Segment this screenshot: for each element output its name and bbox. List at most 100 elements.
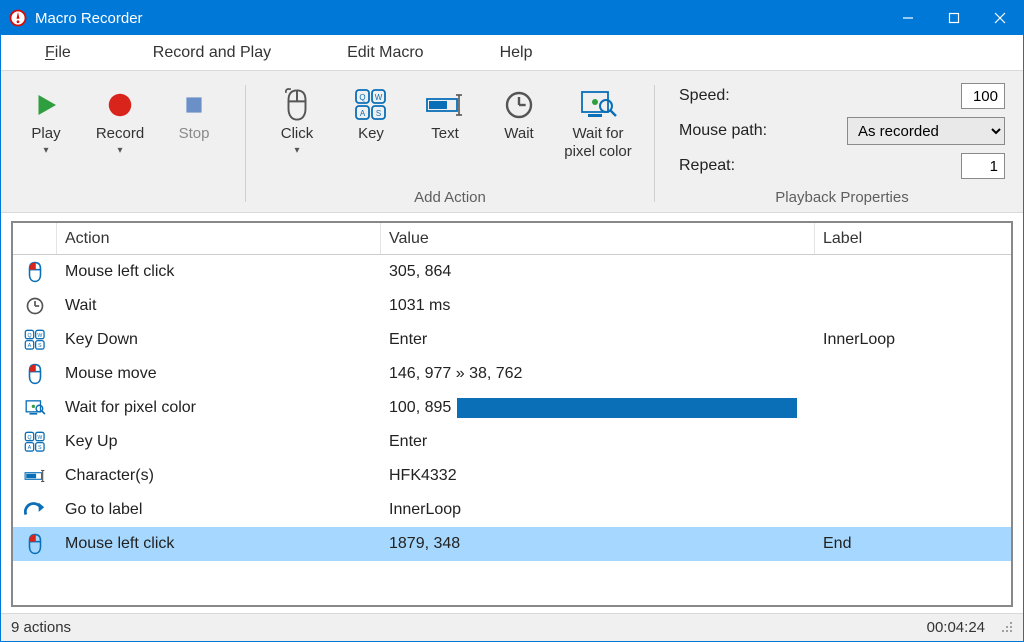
app-window: Macro Recorder File Record and Play Edit… — [0, 0, 1024, 642]
mouse-icon — [13, 363, 57, 385]
status-right: 00:04:24 — [927, 619, 985, 636]
cell-action: Mouse move — [57, 365, 381, 383]
keycaps-icon: QWAS — [13, 431, 57, 453]
svg-text:W: W — [375, 93, 383, 102]
table-row[interactable]: QWAS Key DownEnterInnerLoop — [13, 323, 1011, 357]
play-button[interactable]: Play ▾ — [9, 83, 83, 156]
menu-file[interactable]: File — [1, 35, 115, 70]
mouse-path-select[interactable]: As recorded — [847, 117, 1005, 145]
svg-text:S: S — [38, 445, 42, 451]
repeat-input[interactable] — [961, 153, 1005, 179]
wait-label: Wait — [504, 125, 533, 143]
svg-text:S: S — [376, 109, 381, 118]
wait-button[interactable]: Wait ▾ — [482, 83, 556, 156]
stop-button[interactable]: Stop ▾ — [157, 83, 231, 156]
app-title: Macro Recorder — [35, 10, 143, 27]
table-row[interactable]: Wait1031 ms — [13, 289, 1011, 323]
speed-input[interactable] — [961, 83, 1005, 109]
text-button[interactable]: Text ▾ — [408, 83, 482, 156]
svg-text:A: A — [28, 343, 32, 349]
cell-value: 1031 ms — [381, 297, 815, 315]
table-row[interactable]: Mouse move146, 977 » 38, 762 — [13, 357, 1011, 391]
cell-action: Go to label — [57, 501, 381, 519]
action-table-wrap: Action Value Label Mouse left click305, … — [1, 213, 1023, 613]
record-button[interactable]: Record ▾ — [83, 83, 157, 156]
clock-icon — [13, 295, 57, 317]
cell-action: Wait — [57, 297, 381, 315]
cell-action: Key Up — [57, 433, 381, 451]
menu-edit-macro[interactable]: Edit Macro — [309, 35, 461, 70]
ribbon-separator — [654, 85, 655, 202]
cell-value: 100, 895 — [381, 398, 815, 418]
close-button[interactable] — [977, 1, 1023, 35]
cell-value: Enter — [381, 433, 815, 451]
col-icon-header[interactable] — [13, 223, 57, 254]
pixelsearch-icon — [13, 397, 57, 419]
svg-text:W: W — [37, 333, 42, 339]
mouse-icon — [13, 261, 57, 283]
speed-label: Speed: — [679, 87, 789, 105]
ribbon-group-label-blank — [5, 187, 235, 210]
cell-action: Character(s) — [57, 467, 381, 485]
svg-text:Q: Q — [27, 435, 31, 441]
click-button[interactable]: Click ▾ — [260, 83, 334, 156]
maximize-button[interactable] — [931, 1, 977, 35]
col-value-header[interactable]: Value — [381, 223, 815, 254]
cell-label: InnerLoop — [815, 331, 1011, 349]
cell-label: End — [815, 535, 1011, 553]
mouse-path-label: Mouse path: — [679, 122, 789, 140]
menu-help[interactable]: Help — [462, 35, 571, 70]
repeat-label: Repeat: — [679, 157, 789, 175]
cell-value: 305, 864 — [381, 263, 815, 281]
col-label-header[interactable]: Label — [815, 223, 1011, 254]
key-button[interactable]: Q W A S Key ▾ — [334, 83, 408, 156]
statusbar: 9 actions 00:04:24 — [1, 613, 1023, 641]
goto-icon — [13, 499, 57, 521]
text-label: Text — [431, 125, 459, 143]
add-action-group-label: Add Action — [256, 187, 644, 210]
play-label: Play — [31, 125, 60, 143]
svg-text:A: A — [360, 109, 366, 118]
ribbon-group-add-action: Click ▾ Q W A S — [256, 77, 644, 210]
status-left: 9 actions — [11, 619, 71, 636]
menubar: File Record and Play Edit Macro Help — [1, 35, 1023, 71]
chevron-down-icon: ▾ — [294, 145, 299, 156]
svg-text:S: S — [38, 343, 42, 349]
cell-action: Mouse left click — [57, 263, 381, 281]
resize-grip-icon[interactable] — [999, 619, 1013, 637]
wait-pixel-button[interactable]: Wait forpixel color — [556, 83, 640, 161]
col-action-header[interactable]: Action — [57, 223, 381, 254]
table-row[interactable]: Character(s)HFK4332 — [13, 459, 1011, 493]
action-table: Action Value Label Mouse left click305, … — [11, 221, 1013, 607]
table-row[interactable]: Mouse left click305, 864 — [13, 255, 1011, 289]
app-icon — [9, 9, 27, 27]
key-label: Key — [358, 125, 384, 143]
table-row[interactable]: Mouse left click1879, 348End — [13, 527, 1011, 561]
minimize-button[interactable] — [885, 1, 931, 35]
svg-text:A: A — [28, 445, 32, 451]
keycaps-icon: Q W A S — [354, 85, 388, 125]
ribbon-group-playback-props: Speed: Mouse path: As recorded Repeat: P… — [665, 77, 1019, 210]
chevron-down-icon: ▾ — [117, 145, 122, 156]
titlebar: Macro Recorder — [1, 1, 1023, 35]
playback-props-group-label: Playback Properties — [679, 187, 1005, 210]
table-row[interactable]: Go to labelInnerLoop — [13, 493, 1011, 527]
table-row[interactable]: QWASKey UpEnter — [13, 425, 1011, 459]
svg-text:Q: Q — [27, 333, 31, 339]
wait-pixel-label: Wait forpixel color — [564, 125, 632, 161]
svg-text:Q: Q — [359, 93, 365, 102]
table-row[interactable]: Wait for pixel color100, 895 — [13, 391, 1011, 425]
cell-value: Enter — [381, 331, 815, 349]
textfield-icon — [425, 85, 465, 125]
svg-text:W: W — [37, 435, 42, 441]
menu-record-and-play[interactable]: Record and Play — [115, 35, 309, 70]
stop-label: Stop — [179, 125, 210, 143]
cell-action: Key Down — [57, 331, 381, 349]
cell-value: HFK4332 — [381, 467, 815, 485]
ribbon: Play ▾ Record ▾ Stop ▾ — [1, 71, 1023, 213]
cell-value: 1879, 348 — [381, 535, 815, 553]
cell-action: Mouse left click — [57, 535, 381, 553]
table-header: Action Value Label — [13, 223, 1011, 255]
ribbon-separator — [245, 85, 246, 202]
cell-value: 146, 977 » 38, 762 — [381, 365, 815, 383]
